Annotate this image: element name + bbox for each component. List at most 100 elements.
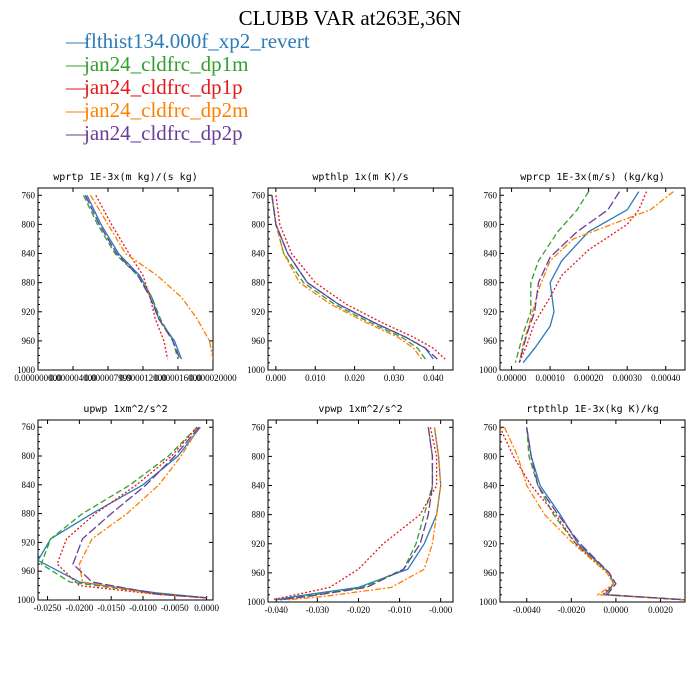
y-tick-label: 920	[22, 307, 36, 317]
series-line	[84, 195, 181, 360]
legend-label: jan24_cldfrc_dp1m	[84, 52, 249, 76]
y-tick-label: 960	[252, 336, 266, 346]
y-tick-label: 840	[252, 249, 266, 259]
y-tick-label: 880	[252, 278, 266, 288]
legend-label: jan24_cldfrc_dp1p	[84, 75, 243, 99]
legend-label: jan24_cldfrc_dp2m	[84, 98, 249, 122]
series-line	[522, 191, 640, 364]
series-line	[526, 427, 685, 601]
y-tick-label: 1000	[479, 365, 498, 375]
series-line	[280, 427, 434, 601]
x-tick-label: 0.000020000	[189, 373, 237, 383]
chart-panel-1: wprtp 1E-3x(m kg)/(s kg) 760 800 840 880 920 9…	[14, 172, 237, 383]
x-tick-label: 0.020	[344, 373, 365, 383]
y-tick-label: 920	[484, 539, 498, 549]
y-tick-label: 1000	[17, 365, 36, 375]
y-tick-label: 920	[484, 307, 498, 317]
y-tick-label: 880	[22, 509, 36, 519]
x-tick-label: -0.0100	[129, 603, 157, 613]
plot-frame	[499, 419, 686, 603]
legend: —flthist134.000f_xp2_revert —jan24_cldfr…	[66, 30, 310, 145]
legend-line-icon: —	[66, 121, 87, 145]
plot-frame	[37, 187, 214, 371]
series-line	[56, 426, 207, 599]
plot-frame	[37, 419, 214, 601]
y-tick-label: 880	[22, 278, 36, 288]
series-line	[503, 427, 685, 601]
series-line	[38, 426, 207, 599]
series-line	[40, 426, 207, 599]
series-line	[288, 427, 442, 601]
series-line	[78, 426, 207, 599]
y-tick-label: 840	[252, 481, 266, 491]
x-tick-label: 0.040	[423, 373, 444, 383]
legend-item: —jan24_cldfrc_dp2p	[66, 122, 310, 145]
legend-label: jan24_cldfrc_dp2p	[84, 121, 243, 145]
y-tick-label: 760	[22, 422, 36, 432]
y-tick-label: 760	[252, 190, 266, 200]
series-line	[514, 191, 590, 363]
series-line	[271, 195, 426, 360]
series-line	[72, 426, 207, 599]
figure-title: CLUBB VAR at263E,36N	[238, 6, 462, 30]
chart-panel-4: upwp 1xm^2/s^27608008408809209601000-0.0…	[17, 404, 220, 613]
series-line	[86, 195, 183, 360]
x-tick-label: -0.0150	[97, 603, 125, 613]
panel-title: wprtp 1E-3x(m kg)/(s kg)	[53, 172, 198, 183]
y-tick-label: 760	[484, 422, 498, 432]
x-tick-label: 0.0000	[604, 605, 629, 615]
y-tick-label: 920	[252, 307, 266, 317]
y-tick-label: 800	[252, 451, 266, 461]
x-tick-label: 0.000012000	[119, 373, 167, 383]
y-tick-label: 800	[252, 219, 266, 229]
y-tick-label: 880	[484, 278, 498, 288]
chart-panel-3: wprcp 1E-3x(m/s) (kg/kg) 760 800 840 880 920 9…	[479, 172, 686, 383]
y-tick-label: 880	[252, 510, 266, 520]
x-tick-label: 0.00010	[535, 373, 565, 383]
series-line	[89, 194, 213, 360]
x-tick-label: 0.0020	[648, 605, 673, 615]
plot-frame	[499, 187, 686, 371]
y-tick-label: 960	[22, 566, 36, 576]
legend-line-icon: —	[66, 75, 87, 99]
legend-label: flthist134.000f_xp2_revert	[84, 29, 310, 53]
y-tick-label: 1000	[247, 365, 266, 375]
x-tick-label: -0.0050	[161, 603, 189, 613]
panel-title: vpwp 1xm^2/s^2	[318, 404, 402, 415]
series-line	[518, 191, 648, 363]
y-tick-label: 960	[484, 336, 498, 346]
x-tick-label: 0.000000000	[14, 373, 62, 383]
series-line	[95, 194, 169, 360]
y-tick-label: 880	[484, 510, 498, 520]
plot-frame	[267, 419, 454, 603]
x-tick-label: -0.0200	[65, 603, 93, 613]
chart-panel-2: wpthlp 1x(m K)/s76080084088092096010000.…	[247, 172, 454, 383]
chart-panel-6: rtpthlp 1E-3x(kg K)/kg 760 800 840 880 920 960…	[479, 404, 686, 615]
x-tick-label: 0.00030	[613, 373, 643, 383]
x-tick-label: 0.0000	[194, 603, 219, 613]
series-line	[518, 191, 621, 363]
legend-line-icon: —	[66, 98, 87, 122]
legend-item: —jan24_cldfrc_dp2m	[66, 99, 310, 122]
series-line	[271, 195, 438, 360]
y-tick-label: 800	[484, 219, 498, 229]
series-line	[271, 195, 423, 360]
x-tick-label: 0.010	[305, 373, 326, 383]
plot-frame	[267, 187, 454, 371]
chart-panel-5: vpwp 1xm^2/s^27608008408809209601000-0.0…	[247, 404, 454, 615]
y-tick-label: 1000	[247, 597, 266, 607]
y-tick-label: 840	[22, 249, 36, 259]
y-tick-label: 760	[22, 190, 36, 200]
y-tick-label: 760	[484, 190, 498, 200]
series-line	[526, 427, 685, 601]
y-tick-label: 960	[484, 568, 498, 578]
y-tick-label: 960	[252, 568, 266, 578]
series-line	[280, 427, 434, 601]
x-tick-label: -0.0250	[34, 603, 62, 613]
y-tick-label: 1000	[479, 597, 498, 607]
x-tick-label: -0.010	[388, 605, 412, 615]
y-tick-label: 760	[252, 422, 266, 432]
y-tick-label: 960	[22, 336, 36, 346]
series-line	[275, 195, 446, 360]
